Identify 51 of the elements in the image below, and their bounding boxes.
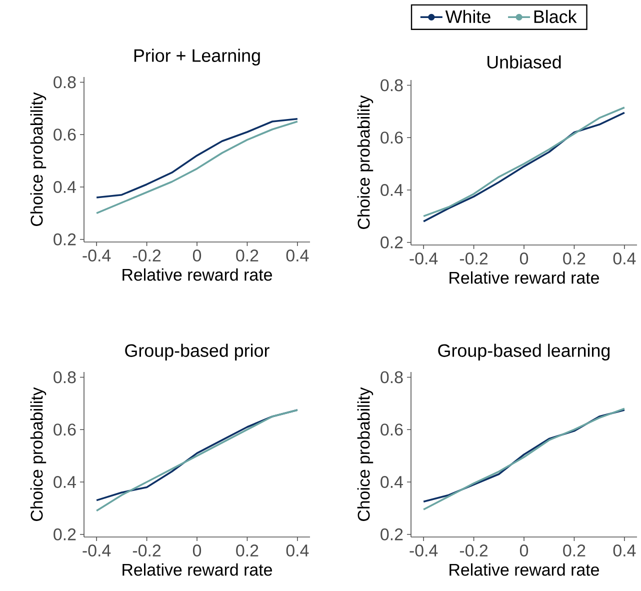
y-tick-label: 0.4	[54, 476, 76, 488]
x-tick-label: 0.4	[286, 250, 309, 262]
legend-label: Black	[534, 10, 577, 24]
x-tick-label: 0	[192, 544, 202, 557]
x-tick-label: 0.4	[613, 252, 636, 264]
y-tick-label: 0.4	[54, 180, 76, 193]
chart-title: Prior + Learning	[134, 48, 260, 66]
y-tick-label: 0.4	[380, 184, 403, 196]
x-tick-label: -0.2	[460, 252, 488, 264]
x-axis-title: Relative reward rate	[450, 271, 599, 284]
x-axis-title: Relative reward rate	[122, 563, 272, 576]
x-tick-label: 0	[520, 252, 528, 264]
x-axis-title: Relative reward rate	[122, 268, 272, 281]
y-tick-label: 0.6	[380, 132, 403, 144]
x-tick-label: 0.2	[563, 252, 586, 264]
y-tick-label: 0.2	[54, 528, 76, 540]
y-tick-label: 0.8	[380, 371, 403, 384]
line-series	[96, 118, 298, 198]
y-axis-title: Choice probability	[357, 387, 374, 521]
chart-title: Unbiased	[488, 55, 561, 68]
x-tick-label: 0.2	[236, 250, 258, 262]
y-tick-label: 0.6	[380, 424, 403, 436]
x-tick-label: -0.2	[460, 544, 488, 557]
x-tick-label: -0.4	[410, 252, 438, 264]
x-tick-label: -0.4	[82, 250, 111, 262]
y-axis-title: Choice probability	[357, 95, 374, 229]
x-tick-label: 0	[192, 250, 202, 262]
y-tick-label: 0.8	[380, 79, 403, 92]
x-tick-label: 0.4	[286, 544, 309, 557]
x-tick-label: 0.2	[236, 544, 258, 557]
x-tick-label: -0.4	[410, 544, 438, 557]
legend-label: White	[445, 10, 490, 24]
x-tick-label: 0.4	[613, 544, 636, 557]
y-tick-label: 0.6	[54, 128, 76, 141]
y-tick-label: 0.6	[54, 424, 76, 436]
chart-title: Group-based learning	[438, 344, 610, 360]
x-tick-label: -0.2	[132, 250, 161, 262]
y-axis-title: Choice probability	[30, 387, 46, 521]
x-tick-label: -0.2	[132, 544, 161, 557]
y-tick-label: 0.2	[380, 236, 403, 248]
y-tick-label: 0.8	[54, 76, 76, 88]
y-tick-label: 0.2	[54, 233, 76, 246]
x-axis-title: Relative reward rate	[450, 563, 599, 576]
y-tick-label: 0.2	[380, 528, 403, 540]
x-tick-label: 0.2	[563, 544, 586, 557]
chart-title: Group-based prior	[125, 344, 270, 360]
y-axis-title: Choice probability	[30, 92, 46, 226]
x-tick-label: -0.4	[82, 544, 111, 557]
x-tick-label: 0	[520, 544, 528, 557]
y-tick-label: 0.8	[54, 371, 76, 384]
y-tick-label: 0.4	[380, 476, 403, 488]
